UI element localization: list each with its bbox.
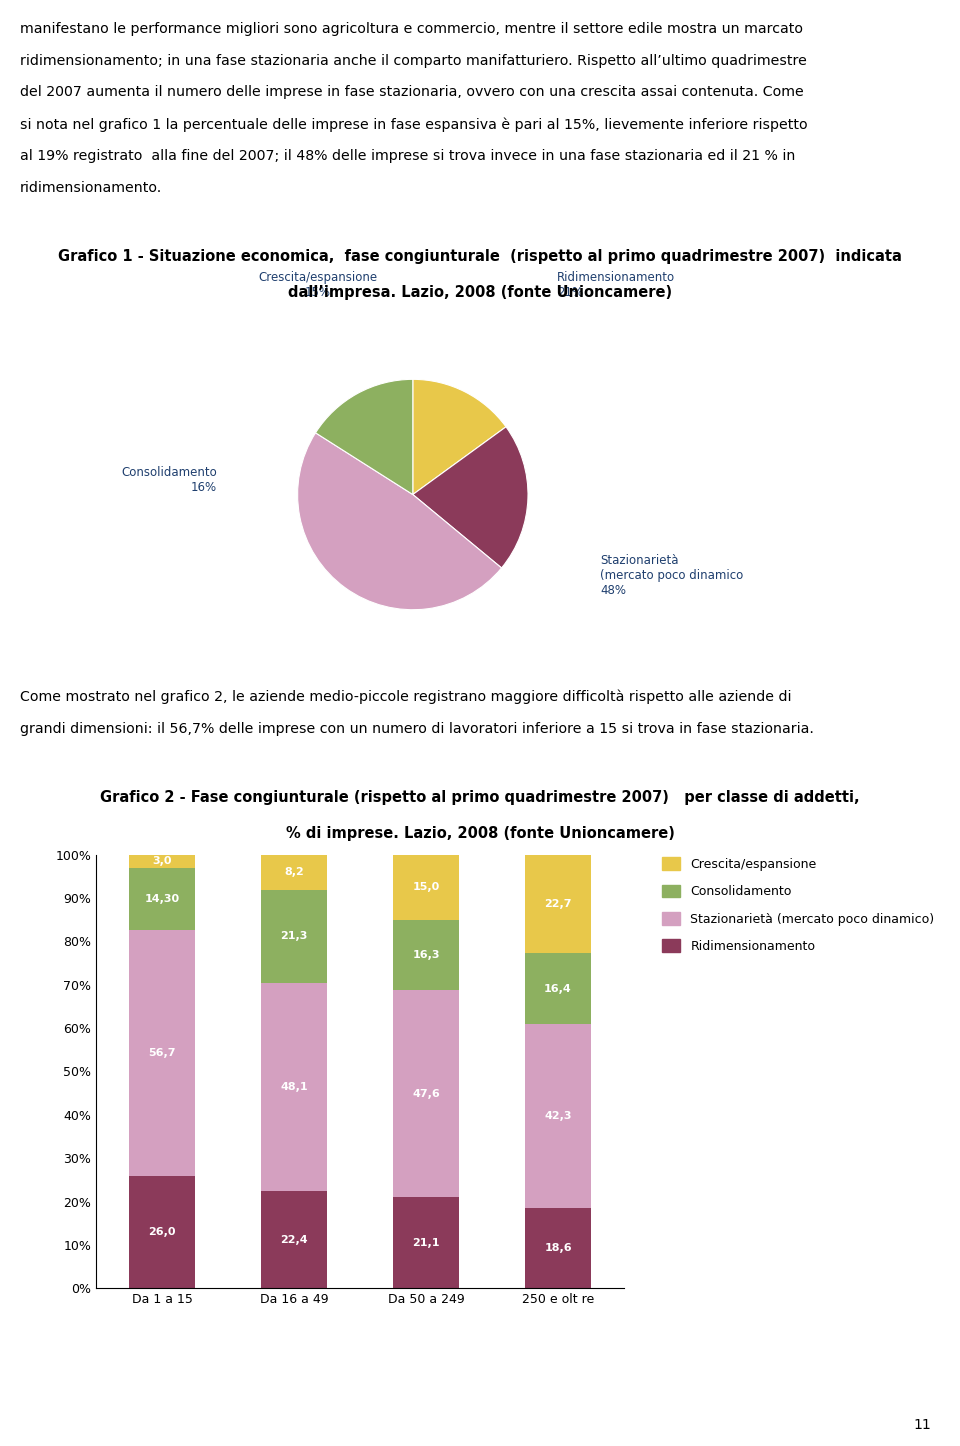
Text: si nota nel grafico 1 la percentuale delle imprese in fase espansiva è pari al 1: si nota nel grafico 1 la percentuale del… bbox=[20, 117, 807, 132]
Text: Crescita/espansione
15%: Crescita/espansione 15% bbox=[258, 270, 377, 299]
Text: 21,1: 21,1 bbox=[412, 1238, 440, 1248]
Wedge shape bbox=[316, 379, 413, 495]
Text: manifestano le performance migliori sono agricoltura e commercio, mentre il sett: manifestano le performance migliori sono… bbox=[20, 22, 803, 36]
Text: grandi dimensioni: il 56,7% delle imprese con un numero di lavoratori inferiore : grandi dimensioni: il 56,7% delle impres… bbox=[20, 722, 814, 736]
Bar bbox=[129, 1176, 195, 1288]
Bar bbox=[525, 1207, 591, 1288]
Text: 22,4: 22,4 bbox=[280, 1235, 308, 1245]
Wedge shape bbox=[298, 432, 501, 610]
Text: 22,7: 22,7 bbox=[544, 899, 572, 910]
Legend: Crescita/espansione, Consolidamento, Stazionarietà (mercato poco dinamico), Ridi: Crescita/espansione, Consolidamento, Sta… bbox=[657, 852, 940, 957]
Text: 8,2: 8,2 bbox=[284, 868, 304, 878]
Text: Ridimensionamento
21%: Ridimensionamento 21% bbox=[557, 270, 675, 299]
Text: 42,3: 42,3 bbox=[544, 1111, 572, 1121]
Text: 16,4: 16,4 bbox=[544, 983, 572, 993]
Bar bbox=[525, 855, 591, 953]
Bar bbox=[261, 855, 327, 891]
Text: 26,0: 26,0 bbox=[148, 1228, 176, 1236]
Text: 16,3: 16,3 bbox=[412, 950, 440, 960]
Text: 48,1: 48,1 bbox=[280, 1082, 308, 1092]
Text: 47,6: 47,6 bbox=[412, 1089, 440, 1099]
Text: ridimensionamento; in una fase stazionaria anche il comparto manifatturiero. Ris: ridimensionamento; in una fase stazionar… bbox=[20, 54, 806, 68]
Text: del 2007 aumenta il numero delle imprese in fase stazionaria, ovvero con una cre: del 2007 aumenta il numero delle imprese… bbox=[20, 85, 804, 100]
Bar bbox=[129, 868, 195, 930]
Text: 14,30: 14,30 bbox=[144, 894, 180, 904]
Bar bbox=[393, 1197, 459, 1288]
Wedge shape bbox=[413, 379, 506, 495]
Text: % di imprese. Lazio, 2008 (fonte Unioncamere): % di imprese. Lazio, 2008 (fonte Unionca… bbox=[285, 826, 675, 840]
Bar bbox=[129, 930, 195, 1176]
Text: 11: 11 bbox=[914, 1417, 931, 1432]
Text: 3,0: 3,0 bbox=[153, 856, 172, 866]
Bar bbox=[525, 953, 591, 1024]
Bar bbox=[393, 920, 459, 991]
Text: Consolidamento
16%: Consolidamento 16% bbox=[121, 466, 217, 495]
Text: 18,6: 18,6 bbox=[544, 1244, 572, 1254]
Text: Come mostrato nel grafico 2, le aziende medio-piccole registrano maggiore diffic: Come mostrato nel grafico 2, le aziende … bbox=[20, 690, 791, 704]
Text: 21,3: 21,3 bbox=[280, 931, 308, 941]
Text: Grafico 2 - Fase congiunturale (rispetto al primo quadrimestre 2007)   per class: Grafico 2 - Fase congiunturale (rispetto… bbox=[100, 790, 860, 804]
Wedge shape bbox=[413, 427, 528, 568]
Text: Stazionarietà
(mercato poco dinamico
48%: Stazionarietà (mercato poco dinamico 48% bbox=[600, 554, 743, 597]
Text: al 19% registrato  alla fine del 2007; il 48% delle imprese si trova invece in u: al 19% registrato alla fine del 2007; il… bbox=[20, 149, 796, 163]
Bar bbox=[261, 983, 327, 1192]
Text: ridimensionamento.: ridimensionamento. bbox=[20, 181, 162, 195]
Bar bbox=[393, 855, 459, 920]
Text: 15,0: 15,0 bbox=[413, 882, 440, 892]
Bar bbox=[525, 1024, 591, 1207]
Text: 56,7: 56,7 bbox=[148, 1047, 176, 1057]
Bar bbox=[129, 855, 195, 868]
Bar bbox=[393, 991, 459, 1197]
Bar bbox=[261, 891, 327, 983]
Bar bbox=[261, 1192, 327, 1288]
Text: Grafico 1 - Situazione economica,  fase congiunturale  (rispetto al primo quadri: Grafico 1 - Situazione economica, fase c… bbox=[58, 249, 902, 263]
Text: dall’impresa. Lazio, 2008 (fonte Unioncamere): dall’impresa. Lazio, 2008 (fonte Unionca… bbox=[288, 285, 672, 299]
